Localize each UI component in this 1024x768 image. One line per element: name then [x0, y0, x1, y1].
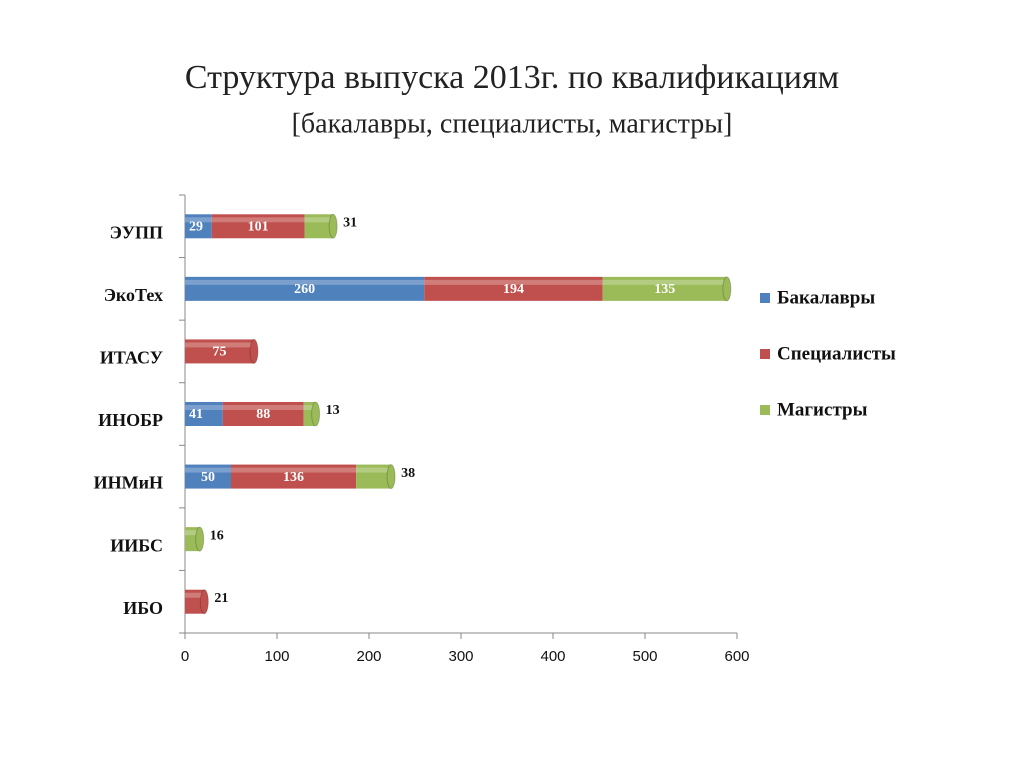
bar-highlight — [231, 467, 357, 473]
value-label: 260 — [294, 282, 315, 297]
value-label: 101 — [248, 220, 269, 235]
bar-cap — [722, 276, 732, 302]
bar-highlight — [185, 217, 212, 223]
bar-segment — [185, 527, 200, 552]
x-tick-label: 100 — [264, 648, 289, 665]
bar-segment — [303, 402, 316, 426]
bar-segment — [602, 276, 727, 301]
x-tick-label: 600 — [724, 648, 749, 665]
value-label: 31 — [343, 216, 357, 231]
bar-highlight — [602, 279, 727, 285]
bar-highlight — [356, 467, 392, 473]
bar-highlight — [185, 592, 205, 598]
bar-highlight — [185, 467, 231, 473]
value-label: 136 — [283, 470, 304, 485]
value-label: 16 — [210, 528, 224, 543]
x-tick-label: 0 — [181, 648, 189, 665]
category-label: ИНОБР — [98, 410, 163, 430]
value-label: 135 — [654, 282, 675, 297]
bar-segment — [424, 276, 603, 301]
value-label: 13 — [326, 403, 340, 418]
value-label: 38 — [401, 466, 415, 481]
bar-segment — [231, 464, 357, 489]
bar-highlight — [185, 342, 254, 348]
legend-label: Специалисты — [777, 343, 896, 364]
category-label: ИИБС — [110, 535, 163, 555]
bar-highlight — [304, 217, 334, 223]
bar-segment — [185, 464, 231, 489]
value-label: 88 — [256, 407, 270, 422]
category-label: ИТАСУ — [100, 348, 163, 368]
bar-segment — [185, 339, 254, 364]
bar-segment — [356, 464, 392, 489]
bar-highlight — [303, 405, 316, 410]
legend-swatch — [760, 293, 770, 303]
bar-cap — [249, 338, 259, 364]
category-label: ЭкоТех — [104, 285, 163, 305]
bar-highlight — [222, 405, 304, 410]
x-tick-label: 500 — [632, 648, 657, 665]
category-label: ИНМиН — [94, 473, 163, 493]
legend-label: Магистры — [777, 399, 868, 420]
bar-highlight — [424, 279, 603, 285]
bar-segment — [185, 402, 223, 426]
bar-segment — [211, 214, 305, 239]
bar-segment — [185, 589, 205, 614]
bar-segment — [222, 402, 304, 426]
chart-subtitle: [бакалавры, специалисты, магистры] — [292, 108, 733, 139]
bar-cap — [311, 401, 321, 427]
legend-swatch — [760, 405, 770, 415]
legend-swatch — [760, 349, 770, 359]
value-label: 29 — [189, 220, 203, 235]
legend-label: Бакалавры — [777, 287, 875, 308]
value-label: 50 — [201, 470, 215, 485]
bar-highlight — [185, 279, 425, 285]
chart-title: Структура выпуска 2013г. по квалификация… — [185, 59, 839, 96]
bar-highlight — [185, 405, 223, 410]
value-label: 75 — [213, 345, 227, 360]
category-label: ИБО — [123, 598, 163, 618]
bar-cap — [199, 589, 209, 615]
bar-highlight — [211, 217, 305, 223]
x-tick-label: 400 — [540, 648, 565, 665]
value-label: 41 — [189, 407, 203, 422]
bar-cap — [328, 213, 338, 239]
bar-cap — [195, 526, 205, 552]
value-label: 21 — [214, 591, 228, 606]
category-label: ЭУПП — [110, 222, 163, 242]
bar-highlight — [185, 530, 200, 536]
bar-cap — [386, 464, 396, 490]
x-tick-label: 300 — [448, 648, 473, 665]
bar-segment — [185, 276, 425, 301]
x-tick-label: 200 — [356, 648, 381, 665]
bar-segment — [304, 214, 334, 239]
value-label: 194 — [503, 282, 524, 297]
bar-segment — [185, 214, 212, 239]
